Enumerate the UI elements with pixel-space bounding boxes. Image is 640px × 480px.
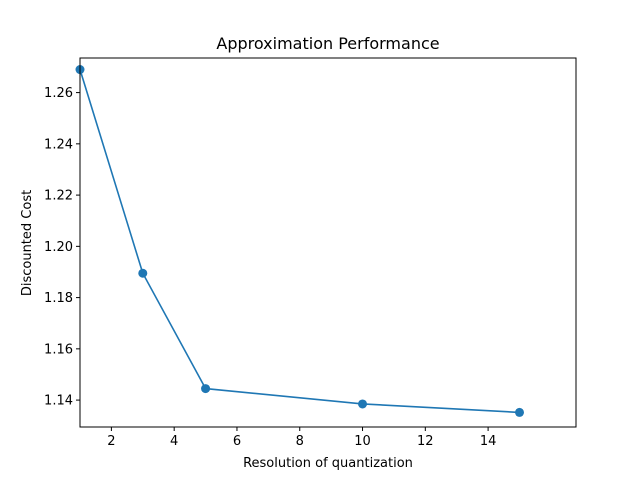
data-point — [201, 384, 211, 394]
x-tick-label: 10 — [354, 434, 371, 449]
x-tick-label: 2 — [107, 434, 115, 449]
series-layer — [75, 65, 524, 417]
x-tick-label: 8 — [296, 434, 304, 449]
data-point — [358, 399, 368, 409]
x-axis-ticks: 2 4 6 8 10 12 14 — [107, 427, 496, 449]
x-tick-label: 6 — [233, 434, 241, 449]
y-axis-label: Discounted Cost — [20, 190, 35, 296]
x-tick-label: 4 — [170, 434, 178, 449]
chart-title: Approximation Performance — [216, 34, 439, 53]
y-tick-label: 1.20 — [44, 240, 73, 255]
y-tick-label: 1.16 — [44, 342, 73, 357]
y-tick-label: 1.18 — [44, 291, 73, 306]
data-point — [514, 407, 524, 417]
y-tick-label: 1.24 — [44, 137, 73, 152]
y-axis-ticks: 1.14 1.16 1.18 1.20 1.22 1.24 1.26 — [44, 86, 80, 409]
x-tick-label: 12 — [417, 434, 434, 449]
x-tick-label: 14 — [480, 434, 497, 449]
plot-area-frame — [79, 57, 577, 428]
y-tick-label: 1.26 — [44, 86, 73, 101]
data-point — [138, 268, 148, 278]
y-tick-label: 1.22 — [44, 189, 73, 204]
y-tick-label: 1.14 — [44, 394, 73, 409]
x-axis-label: Resolution of quantization — [243, 456, 413, 471]
